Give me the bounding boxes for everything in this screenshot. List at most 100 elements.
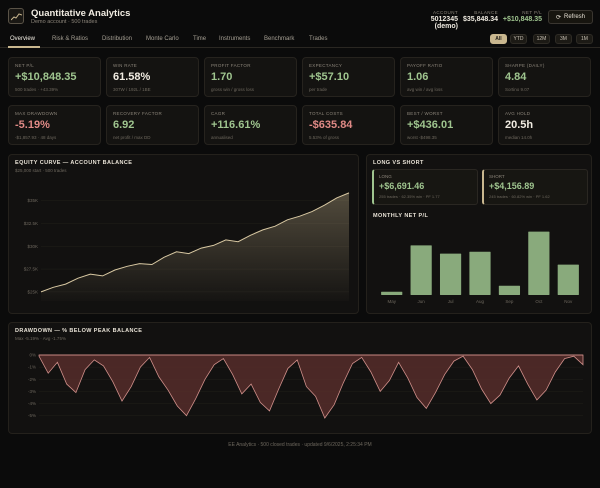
header-stat-value: $35,848.34	[462, 16, 498, 23]
header-stat-value: 5012345 (demo)	[430, 16, 458, 30]
monthly-x-tick: Nov	[564, 299, 573, 304]
monthly-bar	[381, 291, 403, 295]
monthly-bar	[469, 251, 491, 295]
tab-distribution[interactable]: Distribution	[102, 36, 133, 42]
active-tab-indicator	[8, 46, 40, 48]
header-stat-account: ACCOUNT 5012345 (demo)	[410, 10, 458, 30]
kpi-value: +$10,848.35	[15, 71, 77, 83]
tab-trades[interactable]: Trades	[309, 36, 328, 42]
drawdown-panel: DRAWDOWN — % BELOW PEAK BALANCE Max -5.1…	[8, 322, 592, 434]
kpi-value: 20.5h	[505, 119, 534, 131]
kpi-sub: 5.53% of gross	[309, 135, 340, 140]
tab-overview[interactable]: Overview	[10, 36, 36, 42]
kpi-sub: gross win / gross loss	[211, 87, 255, 92]
app-title: Quantitative Analytics	[31, 8, 131, 19]
kpi-label: MAX DRAWDOWN	[15, 111, 58, 116]
monthly-bar	[410, 245, 432, 295]
tab-instruments[interactable]: Instruments	[219, 36, 251, 42]
kpi-card-payoff-ratio: PAYOFF RATIO 1.06 avg win / avg loss	[400, 57, 493, 97]
kpi-value: 1.06	[407, 71, 429, 83]
equity-y-tick: $25K	[27, 289, 38, 294]
equity-curve-subtitle: $25,000 start · 500 trades	[15, 168, 67, 173]
header-stat-net-pl: NET P/L +$10,848.35	[502, 10, 542, 23]
kpi-sub: Sortino 9.07	[505, 87, 530, 92]
short-label: SHORT	[489, 174, 505, 179]
range-3m[interactable]: 3M	[555, 34, 572, 44]
kpi-value: 61.58%	[113, 71, 151, 83]
kpi-value: 6.92	[113, 119, 135, 131]
short-sub: 245 trades · 60.82% win · PF 1.62	[489, 194, 550, 199]
kpi-card-profit-factor: PROFIT FACTOR 1.70 gross win / gross los…	[204, 57, 297, 97]
kpi-label: AVG HOLD	[505, 111, 531, 116]
kpi-card-win-rate: WIN RATE 61.58% 307W / 192L / 1BE	[106, 57, 199, 97]
kpi-value: +$436.01	[407, 119, 454, 131]
kpi-value: 1.70	[211, 71, 233, 83]
tab-bar: Overview Risk & Ratios Distribution Mont…	[0, 32, 600, 48]
kpi-label: EXPECTANCY	[309, 63, 343, 68]
monthly-x-tick: May	[387, 299, 396, 304]
monthly-bar	[498, 285, 521, 295]
range-ytd[interactable]: YTD	[510, 34, 527, 44]
app-header: Quantitative Analytics Demo account · 50…	[0, 0, 600, 32]
kpi-card-avg-hold: AVG HOLD 20.5h median 14.0h	[498, 105, 591, 145]
kpi-sub: annualised	[211, 135, 233, 140]
short-card: SHORT +$4,156.89 245 trades · 60.82% win…	[482, 169, 588, 205]
header-stat-label: BALANCE	[474, 10, 498, 15]
kpi-card-expectancy: EXPECTANCY +$57.10 per trade	[302, 57, 395, 97]
range-12m[interactable]: 12M	[533, 34, 550, 44]
long-label: LONG	[379, 174, 392, 179]
refresh-button[interactable]: ⟳ Refresh	[548, 10, 593, 24]
kpi-card-net-pl: NET P/L +$10,848.35 500 trades · +43.39%	[8, 57, 101, 97]
kpi-card-sharpe: SHARPE (DAILY) 4.84 Sortino 9.07	[498, 57, 591, 97]
tab-time[interactable]: Time	[193, 36, 207, 42]
kpi-card-max-drawdown: MAX DRAWDOWN -5.19% -$1,857.93 · 48 days	[8, 105, 101, 145]
kpi-card-best-worst: BEST / WORST +$436.01 worst -$498.35	[400, 105, 493, 145]
long-sub: 255 trades · 62.35% win · PF 1.77	[379, 194, 440, 199]
equity-curve-panel: EQUITY CURVE — ACCOUNT BALANCE $25,000 s…	[8, 154, 359, 314]
equity-curve-chart: $35K $32.5K $30K $27.5K $25K	[24, 192, 350, 301]
header-stat-value: +$10,848.35	[502, 16, 542, 23]
kpi-label: CAGR	[211, 111, 226, 116]
kpi-label: BEST / WORST	[407, 111, 443, 116]
long-value: +$6,691.46	[379, 181, 425, 191]
refresh-icon: ⟳	[555, 14, 561, 21]
drawdown-area	[38, 354, 584, 419]
range-1m[interactable]: 1M	[576, 34, 593, 44]
kpi-card-cagr: CAGR +116.61% annualised	[204, 105, 297, 145]
short-value: +$4,156.89	[489, 181, 535, 191]
monthly-x-tick: Aug	[476, 299, 485, 304]
tab-monte-carlo[interactable]: Monte Carlo	[146, 36, 179, 42]
header-stat-balance: BALANCE $35,848.34	[462, 10, 498, 23]
monthly-x-tick: Jul	[448, 299, 454, 304]
kpi-card-total-costs: TOTAL COSTS -$635.84 5.53% of gross	[302, 105, 395, 145]
monthly-pl-chart: May Jun Jul Aug Sep Oct Nov	[381, 231, 579, 304]
app-subtitle: Demo account · 500 trades	[31, 19, 98, 25]
kpi-sub: 500 trades · +43.39%	[15, 87, 59, 92]
drawdown-y-tick: -5%	[28, 413, 36, 418]
equity-y-tick: $30K	[27, 244, 38, 249]
refresh-label: Refresh	[564, 14, 586, 20]
long-short-title: LONG VS SHORT	[373, 160, 424, 166]
tab-risk-ratios[interactable]: Risk & Ratios	[52, 36, 89, 42]
footer-text: EE Analytics · 500 closed trades · updat…	[228, 442, 372, 448]
tab-benchmark[interactable]: Benchmark	[264, 36, 295, 42]
kpi-label: WIN RATE	[113, 63, 138, 68]
monthly-bar	[557, 264, 579, 295]
range-all[interactable]: All	[490, 34, 507, 44]
kpi-sub: net profit / max DD	[113, 135, 151, 140]
kpi-value: -$635.84	[309, 119, 353, 131]
equity-curve-title: EQUITY CURVE — ACCOUNT BALANCE	[15, 160, 133, 166]
monthly-pl-title: MONTHLY NET P/L	[373, 213, 429, 219]
equity-area	[41, 192, 349, 301]
monthly-bar	[439, 253, 462, 295]
long-card: LONG +$6,691.46 255 trades · 62.35% win …	[372, 169, 478, 205]
kpi-sub: -$1,857.93 · 48 days	[15, 135, 57, 140]
long-short-panel: LONG VS SHORT LONG +$6,691.46 255 trades…	[366, 154, 592, 314]
kpi-label: TOTAL COSTS	[309, 111, 343, 116]
drawdown-chart: 0% -1% -2% -3% -4% -5%	[28, 353, 584, 419]
equity-y-tick: $32.5K	[24, 221, 38, 226]
kpi-sub: median 14.0h	[505, 135, 533, 140]
monthly-x-tick: Sep	[505, 299, 514, 304]
kpi-sub: worst -$498.35	[407, 135, 437, 140]
kpi-label: NET P/L	[15, 63, 35, 68]
